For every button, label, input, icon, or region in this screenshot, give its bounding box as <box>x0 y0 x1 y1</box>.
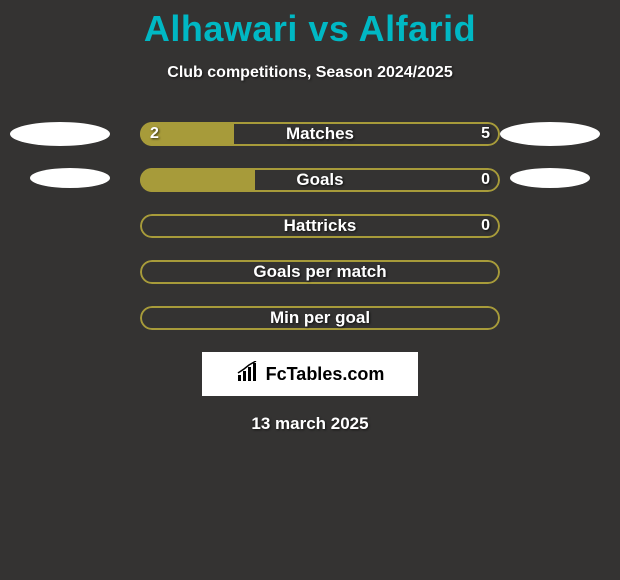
metric-label: Goals per match <box>140 260 500 284</box>
metric-row-goals: Goals 0 <box>10 168 610 192</box>
bar-track: Goals 0 <box>140 168 500 192</box>
value-right: 5 <box>481 122 490 146</box>
bar-border <box>140 214 500 238</box>
brand-chart-icon <box>236 361 262 388</box>
page-title: Alhawari vs Alfarid <box>0 0 620 50</box>
bar-border <box>140 306 500 330</box>
metric-label: Min per goal <box>140 306 500 330</box>
bar-track: Goals per match <box>140 260 500 284</box>
bar-border <box>140 260 500 284</box>
value-left: 2 <box>150 122 159 146</box>
metric-row-matches: 2 Matches 5 <box>10 122 610 146</box>
metric-row-goals-per-match: Goals per match <box>10 260 610 284</box>
bar-left-fill <box>140 168 255 192</box>
metric-label: Hattricks <box>140 214 500 238</box>
brand-badge[interactable]: FcTables.com <box>202 352 418 396</box>
brand-text: FcTables.com <box>266 364 385 385</box>
metric-row-hattricks: Hattricks 0 <box>10 214 610 238</box>
bar-track: Hattricks 0 <box>140 214 500 238</box>
value-right: 0 <box>481 168 490 192</box>
metric-row-min-per-goal: Min per goal <box>10 306 610 330</box>
value-right: 0 <box>481 214 490 238</box>
subtitle: Club competitions, Season 2024/2025 <box>0 64 620 82</box>
bar-track: 2 Matches 5 <box>140 122 500 146</box>
bar-track: Min per goal <box>140 306 500 330</box>
comparison-chart: 2 Matches 5 Goals 0 Hattricks 0 Goals pe… <box>0 122 620 330</box>
date-text: 13 march 2025 <box>0 414 620 434</box>
